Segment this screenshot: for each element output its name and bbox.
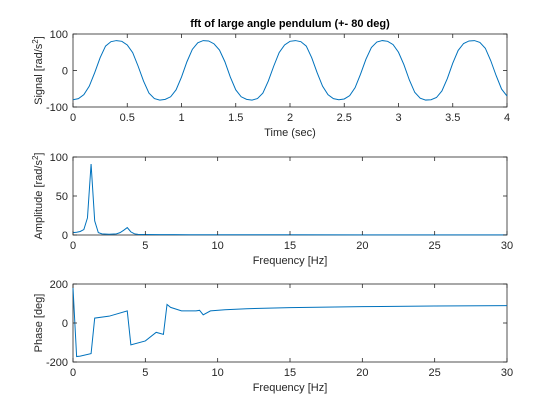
amplitude-ylabel: Amplitude [rad/s2] [31, 153, 45, 240]
amplitude-xtick-label: 25 [429, 240, 441, 252]
amplitude-xtick-label: 0 [70, 240, 76, 252]
phase-ytick-label: 0 [62, 318, 68, 330]
signal-series-line [72, 40, 508, 101]
signal-ytick-label: -100 [46, 102, 68, 114]
phase-series-line [72, 287, 508, 358]
amplitude-ytick-label: 50 [56, 191, 68, 203]
amplitude-axes-box [72, 156, 508, 236]
signal-xtick-label: 3.5 [445, 112, 460, 124]
signal-axes-box [72, 33, 508, 108]
signal-xtick-label: 1 [178, 112, 184, 124]
signal-ytick-label: 0 [62, 66, 68, 78]
amplitude-ytick-label: 0 [62, 230, 68, 242]
phase-ytick-label: -200 [46, 357, 68, 369]
signal-xtick-label: 2 [287, 112, 293, 124]
amplitude-xtick-label: 10 [212, 240, 224, 252]
phase-xtick-label: 5 [142, 367, 148, 379]
signal-ylabel: Signal [rad/s2] [31, 36, 45, 105]
signal-xtick-label: 0.5 [120, 112, 135, 124]
signal-xtick-label: 2.5 [337, 112, 352, 124]
signal-xtick-label: 1.5 [228, 112, 243, 124]
phase-xtick-label: 15 [284, 367, 296, 379]
phase-xlabel: Frequency [Hz] [253, 382, 328, 394]
phase-xtick-label: 30 [501, 367, 513, 379]
phase-xtick-label: 10 [212, 367, 224, 379]
signal-xtick-label: 4 [504, 112, 510, 124]
phase-ylabel: Phase [deg] [33, 294, 45, 353]
amplitude-xtick-label: 30 [501, 240, 513, 252]
amplitude-xlabel: Frequency [Hz] [253, 255, 328, 267]
signal-xtick-label: 3 [395, 112, 401, 124]
signal-xlabel: Time (sec) [264, 127, 316, 139]
signal-ytick-label: 100 [50, 29, 68, 41]
phase-xtick-label: 0 [70, 367, 76, 379]
chart-title: fft of large angle pendulum (+- 80 deg) [190, 18, 390, 30]
amplitude-series-line [72, 163, 507, 236]
amplitude-ytick-label: 100 [50, 152, 68, 164]
phase-ytick-label: 200 [50, 279, 68, 291]
amplitude-axes: 0 5 10 15 20 25 30 0 50 100 Frequency [Hz] Amplitud… [31, 152, 513, 267]
amplitude-xtick-label: 5 [142, 240, 148, 252]
signal-xtick-label: 0 [70, 112, 76, 124]
phase-xtick-label: 25 [429, 367, 441, 379]
amplitude-xtick-label: 20 [356, 240, 368, 252]
amplitude-xtick-label: 15 [284, 240, 296, 252]
phase-xtick-label: 20 [356, 367, 368, 379]
phase-axes-box [72, 283, 508, 363]
